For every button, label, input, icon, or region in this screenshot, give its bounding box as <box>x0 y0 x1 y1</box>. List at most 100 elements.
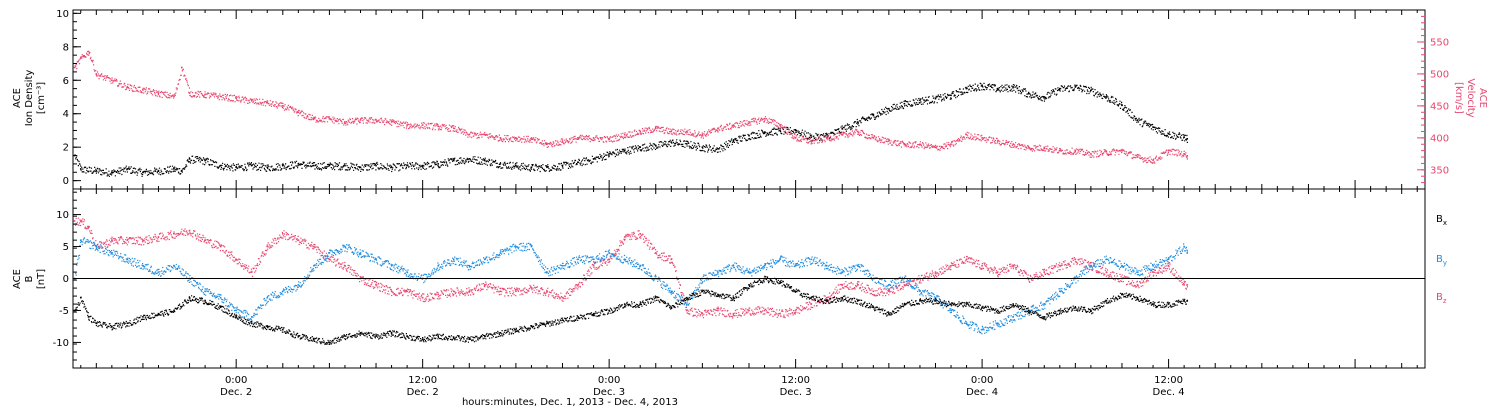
data-point <box>779 129 781 132</box>
data-point <box>87 316 90 318</box>
xtick-time-label: 12:00 <box>781 375 810 386</box>
data-point <box>934 300 937 302</box>
data-point <box>95 169 98 172</box>
data-point <box>856 121 859 123</box>
series-trace <box>74 275 1189 345</box>
data-point <box>390 121 393 123</box>
bottom-left-ylabel-line2: B <box>24 275 35 282</box>
data-point <box>375 164 377 167</box>
data-point <box>1027 146 1030 149</box>
data-point <box>437 335 439 337</box>
data-point <box>1059 309 1061 312</box>
data-point <box>965 322 968 325</box>
data-point <box>157 92 160 94</box>
data-point <box>452 258 455 261</box>
data-point <box>856 284 859 286</box>
data-point <box>1059 264 1061 267</box>
data-point <box>639 130 642 133</box>
data-point <box>530 166 533 169</box>
data-point <box>654 127 657 130</box>
data-point <box>1167 258 1170 261</box>
data-point <box>1167 264 1170 267</box>
data-point <box>981 137 983 139</box>
data-point <box>235 166 237 169</box>
data-point <box>701 312 704 315</box>
data-point <box>623 258 626 261</box>
data-point <box>1167 149 1170 152</box>
bottom-panel-marks <box>73 217 1189 345</box>
data-point <box>965 303 968 305</box>
data-point <box>452 159 455 162</box>
data-point <box>281 232 284 235</box>
data-point <box>515 290 517 293</box>
data-point <box>825 264 828 267</box>
data-point <box>717 309 719 312</box>
data-point <box>204 239 206 241</box>
data-point <box>670 258 673 261</box>
data-point <box>266 296 269 299</box>
data-point <box>872 114 875 117</box>
data-point <box>188 158 191 160</box>
data-point <box>996 140 999 142</box>
data-point <box>437 125 439 128</box>
data-point <box>950 309 952 312</box>
data-point <box>919 99 921 102</box>
bottom-left-ylabel-line3: [nT] <box>36 269 47 289</box>
data-point <box>1183 284 1185 286</box>
data-point <box>732 312 735 315</box>
data-point <box>157 169 160 172</box>
data-point <box>825 137 828 139</box>
data-point <box>1121 149 1123 152</box>
xtick-date-label: Dec. 3 <box>593 387 625 398</box>
data-point <box>1043 146 1046 149</box>
bottom-ytick-label: 5 <box>63 242 69 253</box>
data-point <box>965 258 968 261</box>
data-point <box>515 245 517 248</box>
data-point <box>142 239 144 241</box>
data-point <box>592 312 595 315</box>
top-ytick-label: 0 <box>63 176 69 187</box>
data-point <box>313 338 315 341</box>
data-point <box>468 264 471 267</box>
data-point <box>810 258 812 261</box>
data-point <box>499 163 502 165</box>
data-point <box>1074 306 1077 309</box>
data-point <box>73 220 76 222</box>
legend-bz: Bz <box>1436 292 1447 305</box>
data-point <box>919 143 921 146</box>
data-point <box>748 284 750 286</box>
data-point <box>406 164 408 167</box>
data-point <box>515 328 517 331</box>
bottom-ytick-label: -5 <box>59 306 69 317</box>
xtick-time-label: 0:00 <box>225 375 247 386</box>
xtick-date-label: Dec. 2 <box>220 387 252 398</box>
data-point <box>686 296 688 299</box>
data-point <box>126 258 129 261</box>
data-point <box>686 309 688 312</box>
data-point <box>1027 309 1030 312</box>
data-point <box>390 264 393 267</box>
data-point <box>717 271 719 273</box>
data-point <box>608 309 610 312</box>
data-point <box>639 232 642 235</box>
data-point <box>437 264 439 267</box>
data-point <box>1183 136 1185 138</box>
data-point <box>468 290 471 293</box>
data-point <box>1012 303 1014 305</box>
data-point <box>250 271 253 273</box>
data-point <box>577 284 579 286</box>
data-point <box>87 226 90 229</box>
data-point <box>919 300 921 302</box>
data-point <box>359 252 362 254</box>
data-point <box>950 94 952 97</box>
data-point <box>266 101 269 104</box>
data-point <box>888 290 890 293</box>
data-point <box>1105 151 1108 153</box>
data-point <box>452 127 455 130</box>
data-point <box>1136 284 1139 286</box>
axes: 0246810-10-505103504004505005500:00Dec. … <box>53 9 1449 398</box>
data-point <box>1105 300 1108 302</box>
data-point <box>204 159 206 162</box>
data-point <box>981 264 983 267</box>
data-point <box>375 284 377 286</box>
